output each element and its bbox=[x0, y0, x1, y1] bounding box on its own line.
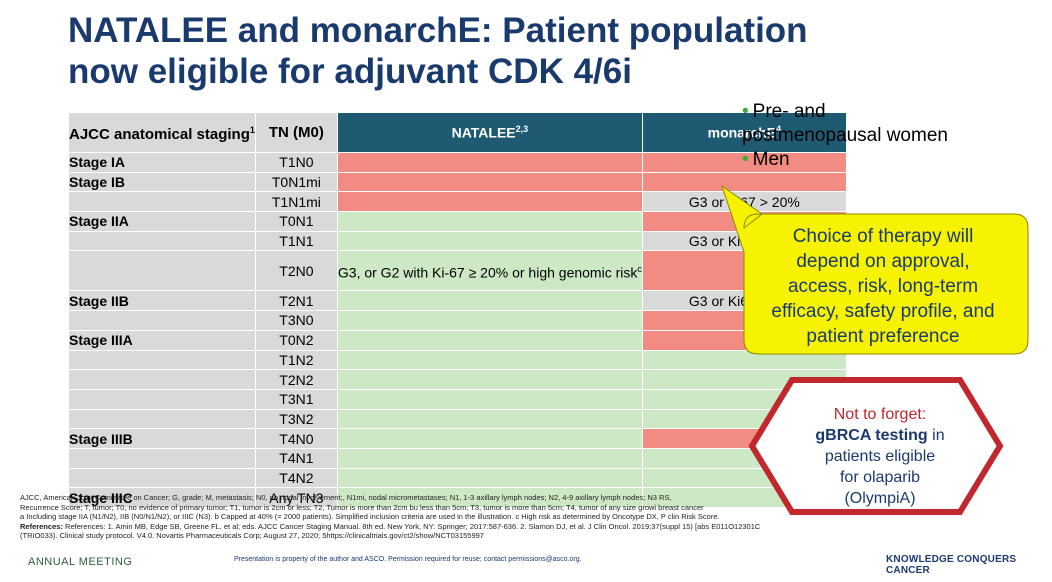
natalee-cell bbox=[336, 171, 643, 193]
title-line-2: now eligible for adjuvant CDK 4/6i bbox=[68, 52, 632, 91]
tn-cell: T4N1 bbox=[254, 447, 338, 469]
header-tn: TN (M0) bbox=[254, 112, 338, 153]
callout-line: depend on approval, bbox=[796, 251, 970, 272]
natalee-cell bbox=[336, 211, 643, 232]
hexagon-text: Not to forget: gBRCA testing in patients… bbox=[760, 404, 1000, 509]
footnotes: AJCC, American Joint Committee on Cancer… bbox=[20, 493, 1040, 541]
hexagon-heading: Not to forget: bbox=[833, 406, 927, 423]
stage-cell bbox=[68, 349, 256, 371]
callout-line: Choice of therapy will bbox=[792, 226, 974, 247]
population-bullets: • Pre- and postmenopausal women • Men bbox=[742, 100, 1042, 172]
natalee-cell bbox=[336, 428, 643, 449]
footnote-line: AJCC, American Joint Committee on Cancer… bbox=[20, 493, 672, 502]
stage-cell bbox=[68, 388, 256, 410]
stage-cell bbox=[68, 230, 256, 252]
hexagon-line: patients eligible bbox=[824, 448, 936, 465]
tn-cell: T3N1 bbox=[254, 388, 338, 410]
natalee-cell bbox=[336, 487, 643, 508]
footnote-line: a Including stage IIA (N1/N2), IIB (N0/N… bbox=[20, 512, 720, 522]
stage-cell: Stage IIA bbox=[68, 211, 256, 232]
tn-cell: T2N2 bbox=[254, 369, 338, 390]
stage-cell bbox=[68, 250, 256, 292]
callout-line: access, risk, long-term bbox=[787, 276, 979, 297]
bullet-item: • Pre- and bbox=[742, 101, 826, 122]
header-natalee: NATALEE2,3 bbox=[336, 112, 643, 153]
tn-cell: T3N2 bbox=[254, 408, 338, 430]
tn-cell: T1N0 bbox=[254, 152, 338, 173]
natalee-cell bbox=[336, 447, 643, 469]
natalee-cell bbox=[336, 408, 643, 430]
table-row: T1N2 bbox=[68, 349, 847, 371]
natalee-cell bbox=[336, 230, 643, 252]
tn-cell: T2N1 bbox=[254, 290, 338, 312]
stage-cell bbox=[68, 369, 256, 390]
presentation-notice: Presentation is property of the author a… bbox=[234, 556, 582, 563]
stage-cell bbox=[68, 191, 256, 213]
tn-cell: T4N2 bbox=[254, 467, 338, 489]
bullet-dot-icon: • bbox=[742, 101, 749, 122]
header-staging: AJCC anatomical staging1 bbox=[68, 112, 256, 153]
natalee-cell bbox=[336, 388, 643, 410]
hexagon-line: gBRCA testing in bbox=[815, 427, 945, 444]
bullet-item-continued: postmenopausal women bbox=[742, 125, 948, 146]
table-row: T2N2 bbox=[68, 369, 847, 390]
natalee-cell bbox=[336, 152, 643, 173]
table-row: Stage IB T0N1mi bbox=[68, 171, 847, 193]
tn-cell: Any TN3 bbox=[254, 487, 338, 508]
tn-cell: T1N1mi bbox=[254, 191, 338, 213]
hexagon-frame bbox=[748, 377, 1004, 515]
monarche-cell bbox=[641, 152, 847, 173]
table-row: Stage IA T1N0 bbox=[68, 152, 847, 173]
footnote-line: References: References: 1. Amin MB, Edge… bbox=[20, 521, 761, 531]
natalee-cell bbox=[336, 329, 643, 351]
tn-cell: T4N0 bbox=[254, 428, 338, 449]
table-row: Stage IIA T0N1 bbox=[68, 211, 847, 232]
table-row: Stage IIIB T4N0 bbox=[68, 428, 847, 449]
footnote-line: Recurrence Score; T, tumor; T0, no evide… bbox=[20, 502, 704, 512]
natalee-cell bbox=[336, 290, 643, 312]
hexagon-line: for olaparib bbox=[839, 469, 921, 486]
tn-cell: T0N1mi bbox=[254, 171, 338, 193]
footnote-line: (TRIO033). Clinical study protocol. V4.0… bbox=[20, 531, 484, 541]
stage-cell: Stage IIB bbox=[68, 290, 256, 312]
slide-title: NATALEE and monarchE: Patient population… bbox=[68, 10, 948, 92]
natalee-criteria-cell: G3, or G2 with Ki-67 ≥ 20% or high genom… bbox=[336, 250, 643, 292]
tn-cell: T1N2 bbox=[254, 349, 338, 371]
tagline: KNOWLEDGE CONQUERS CANCER bbox=[886, 554, 1017, 576]
staging-table: AJCC anatomical staging1 TN (M0) NATALEE… bbox=[68, 112, 847, 508]
tn-cell: T0N1 bbox=[254, 211, 338, 232]
hexagon-line: (OlympiA) bbox=[844, 490, 916, 507]
bullet-item: • Men bbox=[742, 149, 790, 170]
header-monarche: monarchE4 bbox=[641, 112, 847, 153]
stage-cell bbox=[68, 447, 256, 469]
stage-cell: Stage IA bbox=[68, 152, 256, 173]
natalee-cell bbox=[336, 369, 643, 390]
stage-cell: Stage IIIC bbox=[68, 487, 256, 508]
tn-cell: T1N1 bbox=[254, 230, 338, 252]
callout-text: Choice of therapy will depend on approva… bbox=[736, 224, 1030, 349]
monarche-cell bbox=[641, 171, 847, 193]
stage-cell bbox=[68, 467, 256, 489]
callout-line: efficacy, safety profile, and bbox=[771, 301, 995, 322]
tn-cell: T2N0 bbox=[254, 250, 338, 292]
natalee-cell bbox=[336, 349, 643, 371]
callout-line: patient preference bbox=[806, 326, 960, 347]
tn-cell: T0N2 bbox=[254, 329, 338, 351]
annual-meeting-label: ANNUAL MEETING bbox=[28, 556, 133, 568]
speech-callout-bubble bbox=[721, 184, 1029, 355]
bullet-dot-icon: • bbox=[742, 149, 749, 170]
title-line-1: NATALEE and monarchE: Patient population bbox=[68, 11, 808, 50]
stage-cell: Stage IB bbox=[68, 171, 256, 193]
